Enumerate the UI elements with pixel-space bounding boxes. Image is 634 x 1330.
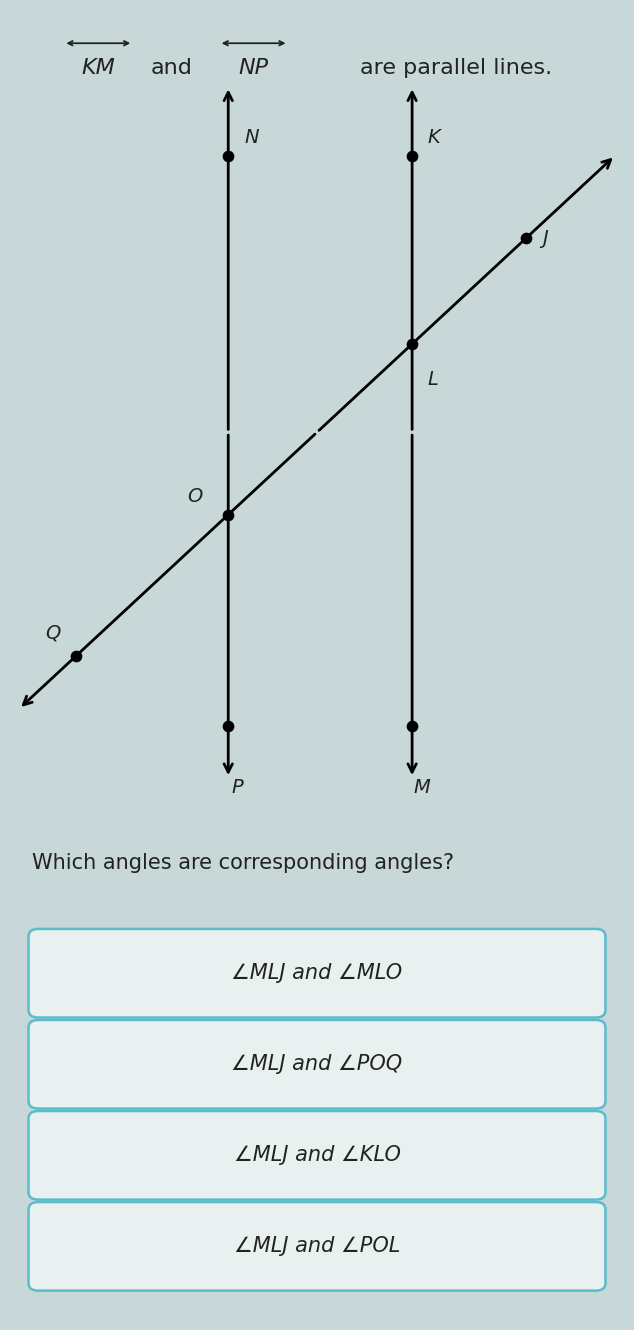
Text: J: J (542, 229, 548, 247)
Point (407, 334, 417, 355)
Text: Which angles are corresponding angles?: Which angles are corresponding angles? (32, 853, 454, 872)
Text: ∠MLJ and ∠POL: ∠MLJ and ∠POL (234, 1237, 400, 1257)
Text: ∠MLJ and ∠MLO: ∠MLJ and ∠MLO (231, 963, 403, 983)
Text: NP: NP (238, 57, 269, 77)
Point (71, 645, 81, 666)
FancyBboxPatch shape (29, 1202, 605, 1290)
FancyBboxPatch shape (29, 1020, 605, 1109)
Text: ∠MLJ and ∠POQ: ∠MLJ and ∠POQ (231, 1055, 403, 1075)
Text: are parallel lines.: are parallel lines. (360, 57, 553, 77)
Text: Q: Q (45, 624, 60, 642)
Point (223, 504, 233, 525)
Point (407, 716, 417, 737)
Text: KM: KM (81, 57, 115, 77)
Point (223, 716, 233, 737)
FancyBboxPatch shape (29, 1111, 605, 1200)
Text: N: N (244, 128, 259, 148)
Point (223, 145, 233, 166)
Text: ∠MLJ and ∠KLO: ∠MLJ and ∠KLO (233, 1145, 401, 1165)
Point (407, 145, 417, 166)
FancyBboxPatch shape (29, 928, 605, 1017)
Text: P: P (232, 778, 243, 797)
Text: O: O (187, 487, 202, 505)
Text: K: K (428, 128, 441, 148)
Text: M: M (413, 778, 430, 797)
Point (521, 227, 531, 249)
Text: L: L (428, 370, 439, 388)
Text: and: and (150, 57, 192, 77)
